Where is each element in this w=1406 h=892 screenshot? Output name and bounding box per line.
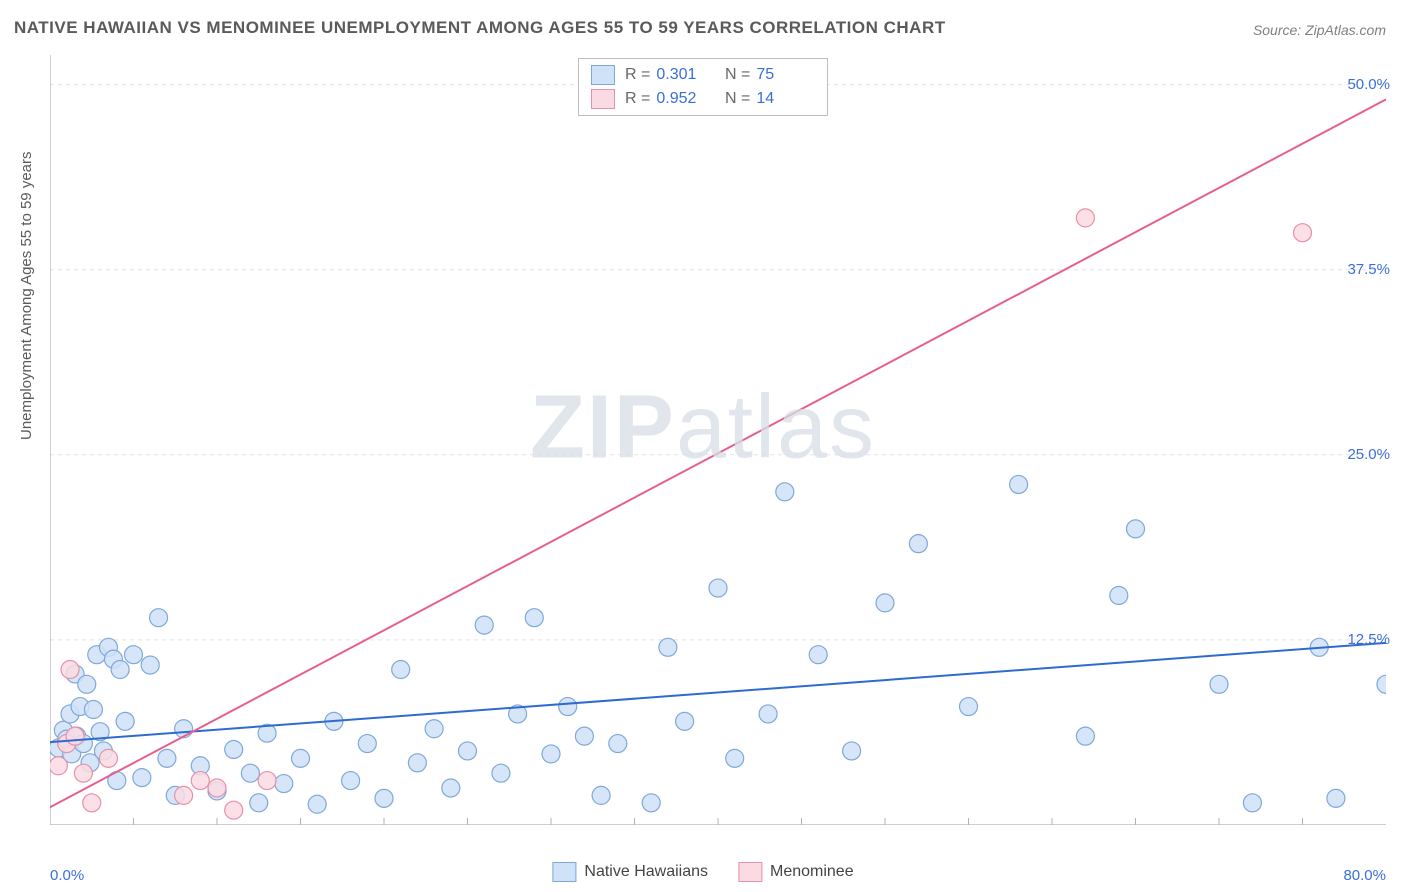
y-tick-label: 37.5%	[1330, 261, 1390, 278]
legend-swatch-menominee	[591, 89, 615, 109]
y-tick-label: 25.0%	[1330, 446, 1390, 463]
legend-label-menominee: Menominee	[770, 863, 854, 881]
y-axis-label: Unemployment Among Ages 55 to 59 years	[18, 151, 35, 440]
legend-swatch-hawaiian	[591, 65, 615, 85]
legend-item-menominee: Menominee	[738, 862, 854, 882]
legend-swatch-menominee	[738, 862, 762, 882]
chart-plot-area	[50, 55, 1386, 825]
legend-swatch-hawaiian	[552, 862, 576, 882]
chart-title: NATIVE HAWAIIAN VS MENOMINEE UNEMPLOYMEN…	[14, 18, 946, 38]
legend-stats-row-hawaiian: R = 0.301 N = 75	[591, 63, 815, 87]
legend-stats: R = 0.301 N = 75 R = 0.952 N = 14	[578, 58, 828, 116]
legend-item-hawaiian: Native Hawaiians	[552, 862, 708, 882]
y-tick-label: 12.5%	[1330, 631, 1390, 648]
y-tick-label: 50.0%	[1330, 76, 1390, 93]
x-axis-max-label: 80.0%	[1343, 867, 1386, 884]
legend-stats-row-menominee: R = 0.952 N = 14	[591, 87, 815, 111]
legend-label-hawaiian: Native Hawaiians	[584, 863, 708, 881]
chart-source: Source: ZipAtlas.com	[1253, 22, 1386, 38]
legend-series: Native Hawaiians Menominee	[552, 862, 853, 882]
x-axis-min-label: 0.0%	[50, 867, 84, 884]
